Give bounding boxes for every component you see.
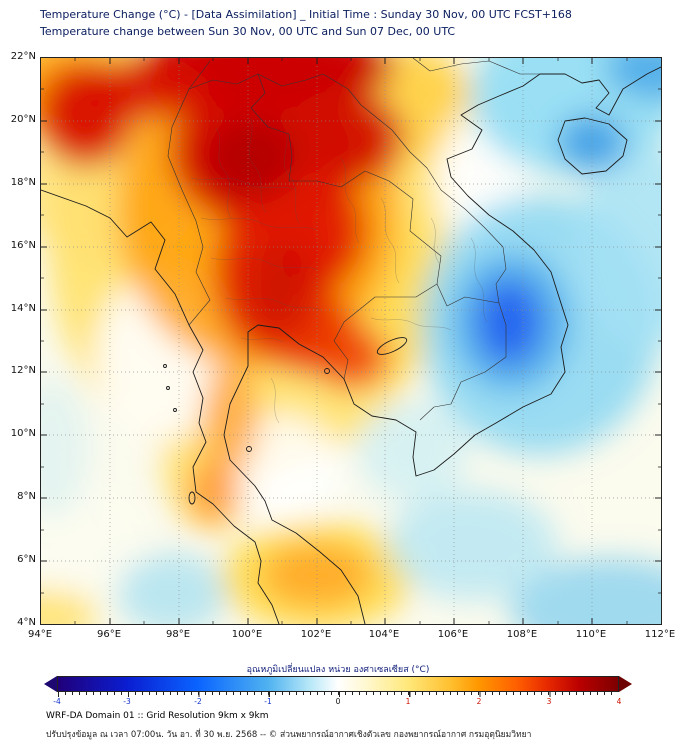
colorbar-tick-label: 1 <box>405 697 411 706</box>
domain-info-text: WRF-DA Domain 01 :: Grid Resolution 9km … <box>46 711 269 721</box>
colorbar-tick-label: 4 <box>616 697 622 706</box>
x-axis-tick-label: 98°E <box>165 629 191 640</box>
colorbar-tick-label: -3 <box>123 697 131 706</box>
colorbar-max-arrow <box>619 676 632 692</box>
page-title: Temperature Change (°C) - [Data Assimila… <box>40 8 572 21</box>
y-axis-tick-label: 22°N <box>10 51 36 62</box>
x-axis-tick-label: 112°E <box>644 629 676 640</box>
colorbar-tick-label: -1 <box>264 697 272 706</box>
x-axis-tick-label: 110°E <box>575 629 607 640</box>
colorbar-label: อุณหภูมิเปลี่ยนแปลง หน่วย องศาเซลเซียส (… <box>246 665 430 675</box>
y-axis-tick-label: 18°N <box>10 177 36 188</box>
axis-major-ticks <box>41 58 661 624</box>
y-axis-tick-label: 20°N <box>10 114 36 125</box>
y-axis-tick-label: 6°N <box>17 554 36 565</box>
y-axis-tick-label: 12°N <box>10 365 36 376</box>
x-axis-tick-label: 108°E <box>506 629 538 640</box>
temperature-field <box>41 58 661 624</box>
colorbar-gradient <box>57 676 619 692</box>
y-axis-tick-label: 8°N <box>17 491 36 502</box>
colorbar-major-ticks <box>58 692 618 697</box>
x-axis-tick-label: 96°E <box>96 629 122 640</box>
axis-minor-ticks <box>41 58 661 624</box>
x-axis-tick-label: 94°E <box>27 629 53 640</box>
province-borders <box>190 117 488 424</box>
y-axis-tick-label: 10°N <box>10 428 36 439</box>
country-borders <box>167 58 540 421</box>
x-axis-tick-label: 104°E <box>368 629 400 640</box>
y-axis-tick-label: 4°N <box>17 617 36 628</box>
colorbar-tick-label: 2 <box>476 697 482 706</box>
x-axis-tick-label: 102°E <box>300 629 332 640</box>
colorbar-min-arrow <box>44 676 57 692</box>
x-axis-tick-label: 100°E <box>231 629 263 640</box>
y-axis-tick-label: 16°N <box>10 240 36 251</box>
x-axis-tick-label: 106°E <box>437 629 469 640</box>
colorbar: -4 -3 -2 -1 0 1 2 3 4 <box>44 676 632 706</box>
coastline <box>41 66 661 624</box>
colorbar-tick-label: 3 <box>546 697 552 706</box>
temperature-map-canvas <box>40 57 662 625</box>
colorbar-tick-label: -4 <box>53 697 61 706</box>
colorbar-tick-label: -2 <box>194 697 202 706</box>
colorbar-tick-label: 0 <box>335 697 341 706</box>
page-subtitle: Temperature change between Sun 30 Nov, 0… <box>40 25 456 38</box>
update-credit-text: ปรับปรุงข้อมูล ณ เวลา 07:00น. วัน อา. ที… <box>46 730 532 740</box>
y-axis-tick-label: 14°N <box>10 303 36 314</box>
map-plot-area: 22°N 20°N 18°N 16°N 14°N 12°N 10°N 8°N 6… <box>11 51 675 640</box>
